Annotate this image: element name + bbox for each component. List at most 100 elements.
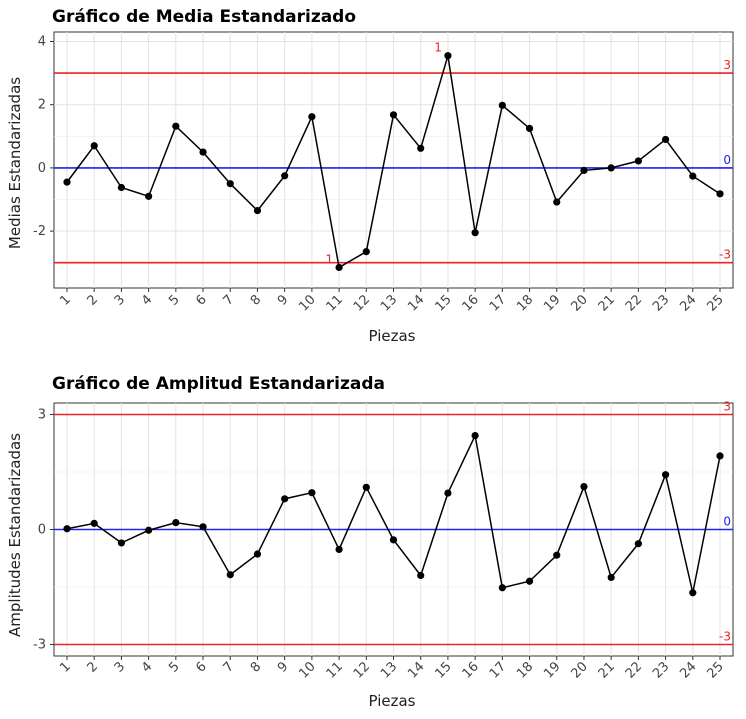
x-tick-label: 8: [248, 292, 264, 308]
x-tick-label: 6: [193, 659, 209, 675]
data-point: [253, 206, 262, 215]
reference-line-label: 3: [723, 58, 731, 72]
reference-line-label: -3: [719, 630, 731, 644]
data-point: [689, 589, 697, 597]
data-point: [661, 135, 670, 144]
x-tick-label: 15: [432, 292, 454, 314]
data-point: [716, 452, 724, 460]
data-point: [362, 248, 370, 256]
data-point: [253, 550, 262, 558]
x-tick-label: 14: [405, 659, 427, 681]
data-point: [226, 180, 234, 188]
data-point: [335, 545, 343, 554]
x-tick-label: 10: [296, 659, 318, 681]
y-tick-label: 3: [38, 408, 46, 423]
data-point: [145, 526, 153, 534]
reference-line-label: 0: [723, 153, 731, 167]
y-tick-label: 0: [38, 161, 46, 176]
x-tick-label: 12: [351, 292, 373, 314]
point-annotation: 1: [325, 252, 333, 266]
x-tick-label: 19: [541, 292, 563, 314]
data-point: [281, 495, 289, 503]
data-point: [335, 263, 343, 272]
data-point: [498, 101, 506, 109]
x-tick-label: 17: [487, 659, 509, 681]
range-chart: Gráfico de Amplitud Estandarizada Amplit…: [6, 374, 734, 710]
mean-chart: Gráfico de Media Estandarizado Medias Es…: [6, 7, 734, 345]
data-point: [172, 122, 180, 130]
point-annotation: 1: [434, 41, 442, 55]
data-point: [417, 144, 425, 152]
x-tick-label: 13: [378, 292, 400, 314]
x-tick-label: 7: [221, 292, 237, 308]
data-point: [498, 584, 506, 592]
data-point: [63, 178, 71, 186]
data-point: [63, 525, 71, 533]
x-tick-label: 16: [460, 292, 482, 314]
data-point: [308, 113, 316, 121]
data-point: [661, 471, 670, 479]
mean-chart-ylabel: Medias Estandarizadas: [6, 77, 24, 249]
data-point: [553, 551, 561, 559]
reference-line-label: 3: [723, 400, 731, 414]
data-point: [281, 172, 289, 180]
data-point: [471, 229, 479, 237]
x-tick-label: 25: [705, 659, 727, 681]
y-tick-label: -3: [33, 638, 46, 653]
y-tick-label: 0: [38, 523, 46, 538]
data-point: [580, 166, 588, 175]
data-point: [471, 431, 479, 440]
x-tick-label: 18: [514, 292, 536, 314]
data-point: [145, 192, 153, 200]
x-tick-label: 7: [221, 659, 237, 675]
y-tick-label: 2: [38, 98, 46, 113]
range-chart-title: Gráfico de Amplitud Estandarizada: [52, 374, 385, 394]
data-point: [199, 148, 207, 156]
mean-chart-title: Gráfico de Media Estandarizado: [52, 7, 356, 27]
data-point: [199, 523, 207, 531]
range-chart-ylabel: Amplitudes Estandarizadas: [6, 433, 24, 637]
x-tick-label: 3: [112, 659, 128, 675]
x-tick-label: 2: [85, 659, 101, 675]
reference-line-label: -3: [719, 248, 731, 262]
x-tick-label: 11: [324, 292, 346, 314]
x-tick-label: 5: [166, 292, 182, 308]
x-tick-label: 3: [112, 292, 128, 308]
data-point: [362, 483, 370, 491]
data-point: [607, 573, 615, 582]
data-point: [444, 52, 452, 60]
data-point: [580, 482, 588, 491]
x-tick-label: 1: [57, 659, 73, 675]
x-tick-label: 2: [85, 292, 101, 308]
range-chart-xlabel: Piezas: [369, 692, 416, 710]
data-point: [525, 124, 534, 132]
data-point: [634, 540, 642, 548]
x-tick-label: 23: [650, 659, 672, 681]
data-point: [90, 519, 98, 527]
data-point: [607, 164, 615, 172]
data-point: [117, 183, 126, 192]
x-tick-label: 24: [677, 659, 699, 681]
data-point: [90, 142, 98, 150]
mean-chart-xlabel: Piezas: [369, 327, 416, 345]
x-tick-label: 23: [650, 292, 672, 314]
x-tick-label: 25: [705, 292, 727, 314]
x-tick-label: 4: [139, 292, 155, 308]
x-tick-label: 14: [405, 292, 427, 314]
x-tick-label: 22: [623, 659, 645, 681]
x-tick-label: 20: [568, 292, 590, 314]
x-tick-label: 21: [596, 292, 618, 314]
x-tick-label: 19: [541, 659, 563, 681]
data-point: [553, 198, 561, 206]
data-point: [634, 157, 642, 165]
data-point: [226, 571, 234, 579]
x-tick-label: 13: [378, 659, 400, 681]
x-tick-label: 22: [623, 292, 645, 314]
data-point: [389, 111, 398, 119]
data-point: [444, 489, 452, 497]
y-tick-label: -2: [33, 224, 46, 239]
x-tick-label: 9: [275, 292, 291, 308]
x-tick-label: 11: [324, 659, 346, 681]
x-tick-label: 5: [166, 659, 182, 675]
